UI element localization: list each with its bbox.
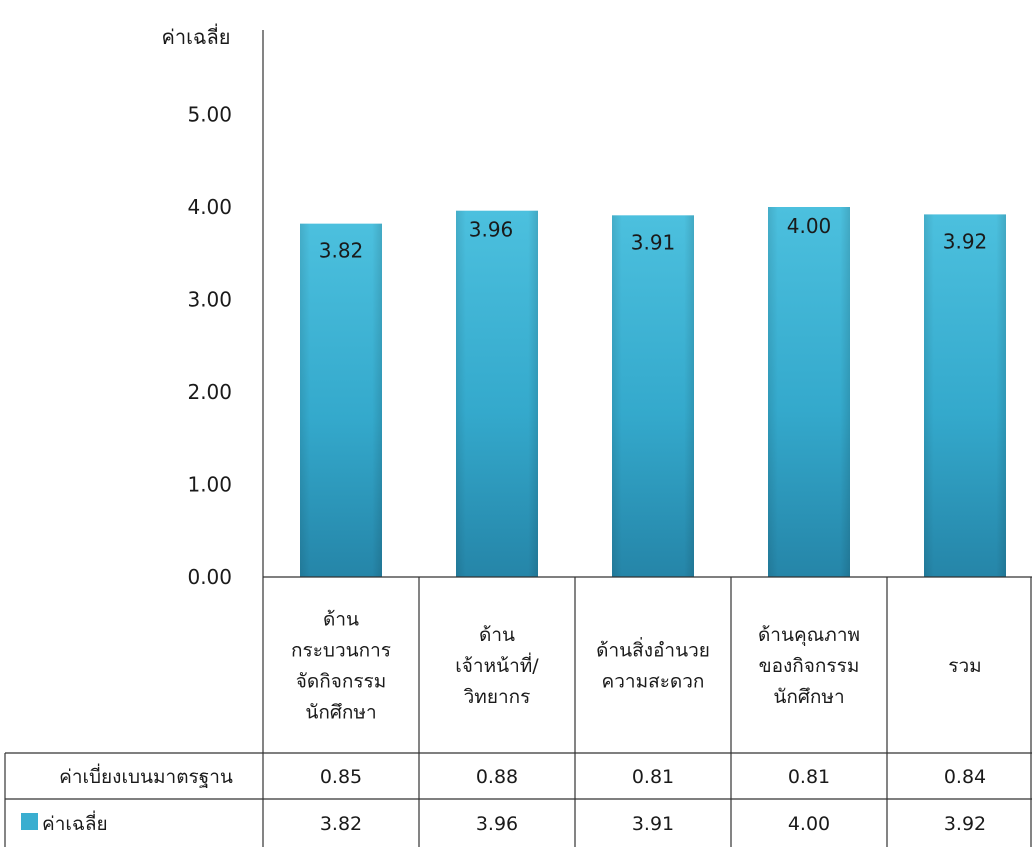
table-cell: 3.82 <box>320 813 362 835</box>
data-labels: 3.82 3.96 3.91 4.00 3.92 <box>319 214 988 263</box>
table-cell: 0.84 <box>944 766 986 788</box>
bar-shade <box>768 207 850 577</box>
table-cell: 0.88 <box>476 766 518 788</box>
bar-shade <box>924 214 1006 577</box>
bar-shade <box>300 223 382 577</box>
table-cell: 3.92 <box>944 813 986 835</box>
category-label: รวม <box>948 655 981 677</box>
category-label: ของกิจกรรม <box>759 655 860 677</box>
y-tick-label: 0.00 <box>187 565 232 589</box>
category-label: ความสะดวก <box>602 671 705 693</box>
data-label: 4.00 <box>787 214 832 238</box>
y-tick-label: 3.00 <box>187 288 232 312</box>
category-label: ด้านสิ่งอำนวย <box>596 637 710 662</box>
table-cell: 4.00 <box>788 813 830 835</box>
category-label: เจ้าหน้าที่/ <box>455 652 539 677</box>
table-cell: 0.85 <box>320 766 362 788</box>
category-label: ด้าน <box>479 624 515 646</box>
data-label: 3.92 <box>943 229 988 253</box>
table-cell: 3.96 <box>476 813 518 835</box>
data-label: 3.96 <box>469 218 514 242</box>
row-header: ค่าเฉลี่ย <box>42 810 108 835</box>
category-label: กระบวนการ <box>291 640 391 662</box>
y-tick-label: 1.00 <box>187 473 232 497</box>
data-label: 3.82 <box>319 239 364 263</box>
table-cell: 3.91 <box>632 813 674 835</box>
category-label: วิทยากร <box>463 686 530 708</box>
bar-series <box>300 207 1006 577</box>
bar-shade <box>456 210 538 577</box>
bar-shade <box>612 215 694 577</box>
y-tick-label: 4.00 <box>187 195 232 219</box>
y-axis-label: ค่าเฉลี่ย <box>161 23 230 49</box>
category-label: ด้าน <box>323 609 359 631</box>
y-tick-label: 2.00 <box>187 380 232 404</box>
category-label: จัดกิจกรรม <box>296 671 387 693</box>
category-label: ด้านคุณภาพ <box>758 624 860 647</box>
legend-key <box>21 813 38 830</box>
category-label: นักศึกษา <box>305 702 376 724</box>
row-header: ค่าเบี่ยงเบนมาตรฐาน <box>59 763 233 788</box>
table-cell: 0.81 <box>632 766 674 788</box>
category-label: นักศึกษา <box>773 686 844 708</box>
table-cell: 0.81 <box>788 766 830 788</box>
y-tick-label: 5.00 <box>187 103 232 127</box>
y-axis-ticks: 0.00 1.00 2.00 3.00 4.00 5.00 <box>187 103 232 590</box>
data-label: 3.91 <box>631 230 676 254</box>
